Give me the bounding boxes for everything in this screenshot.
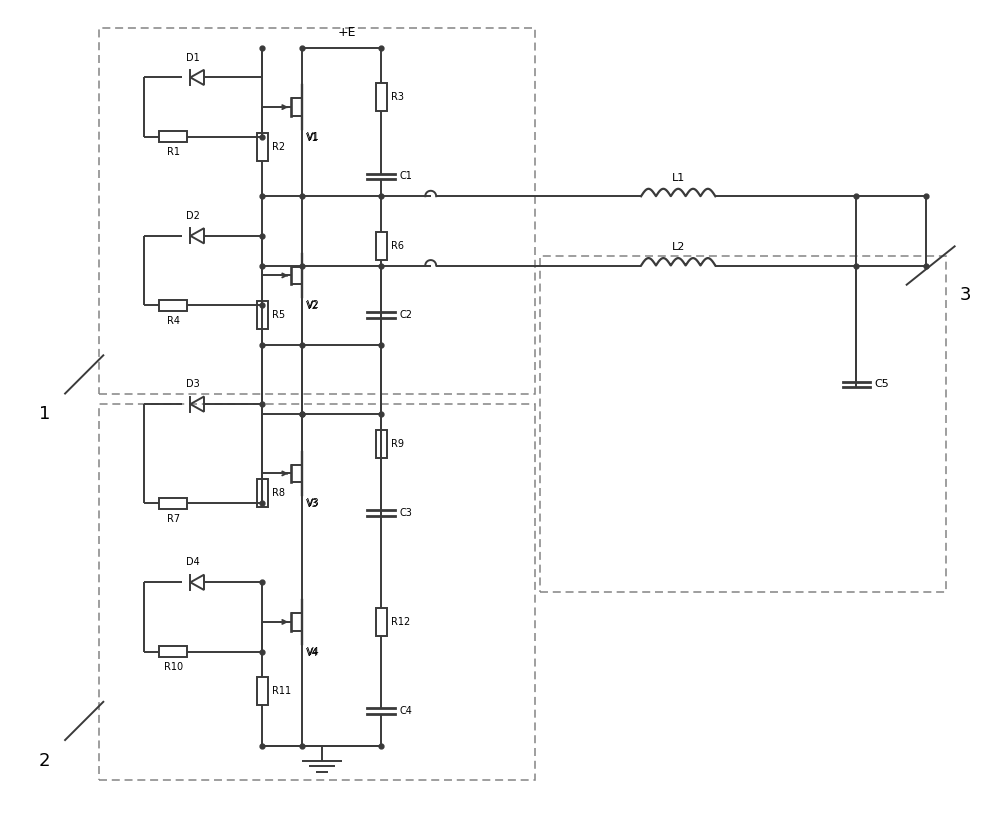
Text: V2: V2	[306, 301, 319, 311]
Bar	[257, 133, 268, 161]
Text: R5: R5	[272, 310, 285, 320]
Text: V1: V1	[306, 133, 319, 143]
Text: D4: D4	[186, 557, 200, 567]
Text: V1: V1	[307, 132, 320, 142]
Text: D1: D1	[186, 53, 200, 63]
Text: 1: 1	[39, 405, 50, 423]
Text: L2: L2	[672, 242, 685, 252]
Text: C1: C1	[399, 172, 412, 182]
Bar	[159, 299, 187, 310]
Text: 2: 2	[39, 751, 50, 770]
Text: V4: V4	[306, 648, 319, 658]
Bar	[376, 430, 387, 458]
Text: C4: C4	[399, 706, 412, 716]
Text: +E: +E	[337, 27, 356, 39]
Text: R4: R4	[167, 315, 180, 325]
Text: V3: V3	[306, 500, 319, 510]
Text: R10: R10	[164, 662, 183, 672]
Text: R9: R9	[391, 439, 404, 449]
Text: L1: L1	[672, 173, 685, 183]
Text: C2: C2	[399, 310, 412, 320]
Text: C5: C5	[874, 379, 889, 389]
Text: R8: R8	[272, 488, 285, 498]
Bar	[159, 498, 187, 509]
Text: V3: V3	[307, 498, 320, 508]
Text: 3: 3	[960, 286, 971, 304]
Text: R2: R2	[272, 142, 285, 152]
Text: D2: D2	[186, 211, 200, 221]
Text: R7: R7	[167, 514, 180, 524]
Text: D3: D3	[186, 379, 200, 389]
Text: R6: R6	[391, 241, 404, 251]
Text: R1: R1	[167, 148, 180, 158]
Text: C3: C3	[399, 508, 412, 518]
Text: V2: V2	[307, 300, 320, 310]
Bar	[376, 608, 387, 636]
Bar	[257, 480, 268, 507]
Bar	[376, 83, 387, 111]
Text: R11: R11	[272, 686, 291, 696]
Text: R3: R3	[391, 93, 404, 103]
Bar	[159, 646, 187, 657]
Bar	[376, 232, 387, 259]
Bar	[159, 132, 187, 143]
Bar	[257, 301, 268, 329]
Text: V4: V4	[307, 646, 320, 656]
Text: R12: R12	[391, 617, 410, 627]
Bar	[257, 677, 268, 705]
